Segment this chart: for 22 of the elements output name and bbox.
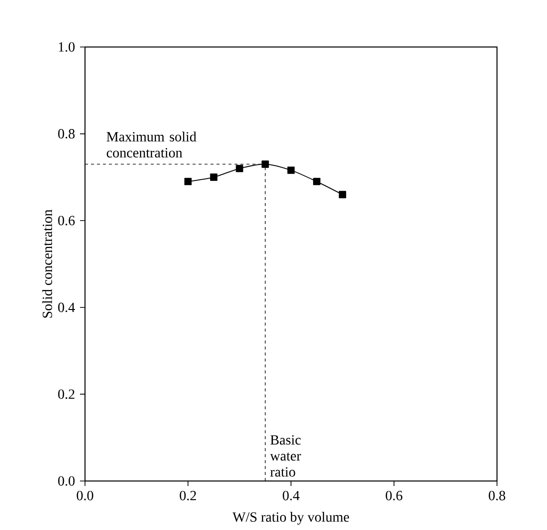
x-tick-label: 0.0 — [76, 490, 94, 500]
x-tick-label: 0.2 — [180, 490, 196, 500]
point — [338, 190, 346, 198]
point — [262, 160, 269, 168]
point — [210, 174, 218, 181]
point — [184, 178, 192, 186]
y-tick-label: 1.0 — [58, 42, 75, 52]
y-tick-label: 0.8 — [58, 129, 75, 139]
y-tick-label: 0.2 — [58, 389, 74, 399]
point — [313, 178, 320, 186]
x-axis-title: W/S ratio by volume — [232, 512, 350, 525]
annotation: Maximum solid concentration — [106, 132, 196, 158]
y-tick-label: 0.0 — [58, 476, 75, 486]
annotation: Basic water ratio — [270, 435, 302, 477]
x-tick-label: 0.4 — [282, 490, 300, 500]
y-tick-label: 0.4 — [58, 302, 75, 312]
point — [236, 164, 244, 172]
point — [287, 166, 295, 174]
x-tick-label: 0.8 — [488, 490, 506, 500]
y-tick-label: 0.6 — [58, 216, 75, 226]
x-tick-label: 0.6 — [386, 490, 402, 500]
y-axis-title: Solid concentration — [42, 210, 52, 318]
